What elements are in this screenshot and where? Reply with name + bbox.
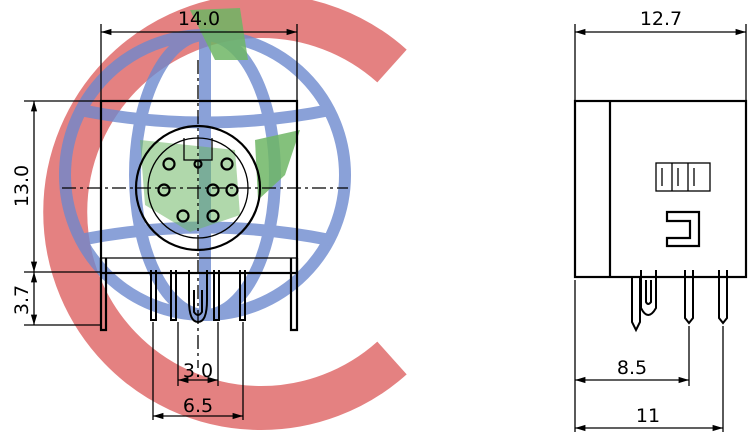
side-leads [631, 270, 728, 333]
watermark-logo [43, 0, 407, 430]
front-view: 14.0 13.0 3.7 3.0 6.5 [11, 8, 348, 420]
side-latch [655, 162, 711, 192]
watermark-green-land-3 [140, 140, 240, 232]
front-leads [150, 270, 246, 324]
dim-pin-height: 3.7 [11, 285, 33, 315]
front-body [99, 99, 299, 275]
dim-front-width: 14.0 [178, 8, 220, 30]
side-body [573, 99, 748, 279]
dim-pitch-outer: 6.5 [183, 395, 213, 417]
side-view: 12.7 8.5 11 [573, 8, 748, 432]
dim-overall: 11 [636, 405, 660, 427]
dim-front-height: 13.0 [11, 165, 33, 207]
dim-pin-offset: 8.5 [617, 357, 647, 379]
socket-outer [134, 124, 262, 252]
socket-pins [157, 157, 239, 223]
watermark-green-land-2 [255, 130, 300, 200]
dim-pitch-inner: 3.0 [183, 360, 213, 382]
dim-side-depth: 12.7 [640, 8, 682, 30]
